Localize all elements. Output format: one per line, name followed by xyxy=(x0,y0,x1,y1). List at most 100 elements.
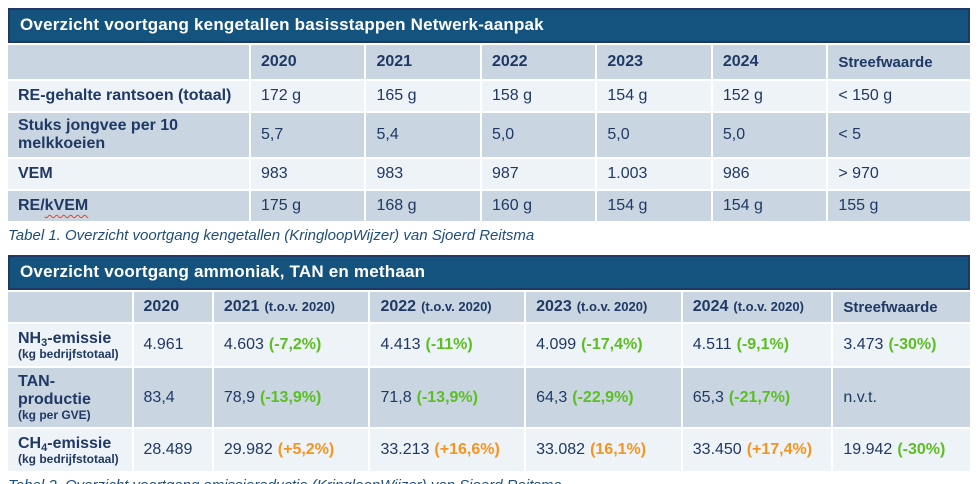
cell-value: 5,0 xyxy=(481,113,596,157)
table-row: RE/kVEM 175 g 168 g 160 g 154 g 154 g 15… xyxy=(8,191,970,221)
pct-change: (-13,9%) xyxy=(416,388,478,406)
pct-change: (-22,9%) xyxy=(572,388,634,406)
subscript: 3 xyxy=(41,336,48,349)
cell-target: > 970 xyxy=(828,159,970,189)
table2-header-empty xyxy=(8,292,132,322)
cell-value: 71,8 (-13,9%) xyxy=(370,368,525,427)
cell-value: 5,7 xyxy=(251,113,365,157)
pct-change: (-9,1%) xyxy=(736,336,790,353)
cell-value: 4.099 (-17,4%) xyxy=(526,324,681,366)
row-unit: (kg bedrijfstotaal) xyxy=(18,451,119,466)
row-label-re-gehalte: RE-gehalte rantsoen (totaal) xyxy=(8,81,249,111)
cell-value: 28.489 xyxy=(133,429,212,471)
pct-change: (+5,2%) xyxy=(277,441,335,458)
pct-change: (-11%) xyxy=(425,336,473,353)
pct-change: (+16,6%) xyxy=(434,441,500,458)
cell-value: 5,0 xyxy=(712,113,827,157)
cell-target: 155 g xyxy=(828,191,970,221)
cell-value: 4.413 (-11%) xyxy=(370,324,525,366)
table2-header-streefwaarde: Streefwaarde xyxy=(833,292,970,322)
pct-change: (-21,7%) xyxy=(728,388,791,406)
spellcheck-underline-text: kVEM xyxy=(44,197,89,214)
table1-header-row: 2020 2021 2022 2023 2024 Streefwaarde xyxy=(8,45,970,79)
row-label-vem: VEM xyxy=(8,159,249,189)
subscript: 4 xyxy=(41,441,48,454)
cell-value: 4.961 xyxy=(133,324,212,366)
cell-target: 19.942 (-30%) xyxy=(833,429,970,471)
cell-target: < 150 g xyxy=(828,81,970,111)
cell-value: 29.982 (+5,2%) xyxy=(213,429,369,471)
cell-value: 83,4 xyxy=(133,368,212,427)
cell-value: 5,0 xyxy=(597,113,711,157)
table1-title: Overzicht voortgang kengetallen basissta… xyxy=(8,8,970,43)
row-label-nh3-emissie: NH3-emissie (kg bedrijfstotaal) xyxy=(8,324,132,366)
row-label-stuks-jongvee: Stuks jongvee per 10 melkkoeien xyxy=(8,113,249,157)
pct-change: (-30%) xyxy=(888,336,937,353)
cell-target: 3.473 (-30%) xyxy=(833,324,970,366)
table2-header-2024: 2024 (t.o.v. 2020) xyxy=(682,292,832,322)
cell-value: 33.450 (+17,4%) xyxy=(682,429,832,471)
table1-header-2020: 2020 xyxy=(251,45,365,79)
row-unit: (kg per GVE) xyxy=(18,408,91,422)
row-label-re-kvem: RE/kVEM xyxy=(8,191,249,221)
pct-change: (16,1%) xyxy=(590,441,647,458)
cell-value: 1.003 xyxy=(597,159,711,189)
cell-value: 154 g xyxy=(597,191,711,221)
table-row: RE-gehalte rantsoen (totaal) 172 g 165 g… xyxy=(8,81,970,111)
table1: 2020 2021 2022 2023 2024 Streefwaarde RE… xyxy=(6,43,972,223)
row-label-tan-productie: TAN-productie (kg per GVE) xyxy=(8,368,132,427)
cell-value: 154 g xyxy=(597,81,711,111)
cell-value: 983 xyxy=(366,159,480,189)
cell-value: 165 g xyxy=(366,81,480,111)
table2: 2020 2021 (t.o.v. 2020) 2022 (t.o.v. 2020)… xyxy=(6,290,972,473)
cell-value: 168 g xyxy=(366,191,480,221)
cell-value: 33.213 (+16,6%) xyxy=(370,429,525,471)
table-row: Stuks jongvee per 10 melkkoeien 5,7 5,4 … xyxy=(8,113,970,157)
table1-header-2022: 2022 xyxy=(481,45,596,79)
pct-change: (+17,4%) xyxy=(746,441,813,458)
cell-value: 64,3 (-22,9%) xyxy=(526,368,681,427)
table1-header-2023: 2023 xyxy=(597,45,711,79)
table1-block: Overzicht voortgang kengetallen basissta… xyxy=(8,8,970,244)
cell-value: 65,3 (-21,7%) xyxy=(682,368,832,427)
cell-value: 158 g xyxy=(481,81,596,111)
table2-title: Overzicht voortgang ammoniak, TAN en met… xyxy=(8,255,970,290)
table-row: TAN-productie (kg per GVE) 83,4 78,9 (-13… xyxy=(8,368,970,427)
pct-change: (-7,2%) xyxy=(268,336,322,353)
cell-value: 78,9 (-13,9%) xyxy=(213,368,369,427)
cell-value: 160 g xyxy=(481,191,596,221)
cell-value: 983 xyxy=(251,159,365,189)
table1-header-streefwaarde: Streefwaarde xyxy=(828,45,970,79)
cell-value: 172 g xyxy=(251,81,365,111)
table2-header-2021: 2021 (t.o.v. 2020) xyxy=(213,292,369,322)
pct-change: (-17,4%) xyxy=(581,336,643,353)
cell-target: < 5 xyxy=(828,113,970,157)
table1-caption: Tabel 1. Overzicht voortgang kengetallen… xyxy=(8,227,535,244)
row-label-ch4-emissie: CH4-emissie (kg bedrijfstotaal) xyxy=(8,429,132,471)
pct-change: (-13,9%) xyxy=(259,388,322,406)
table-row: CH4-emissie (kg bedrijfstotaal) 28.489 2… xyxy=(8,429,970,471)
table2-header-2022: 2022 (t.o.v. 2020) xyxy=(370,292,525,322)
cell-value: 987 xyxy=(481,159,596,189)
cell-value: 154 g xyxy=(712,191,827,221)
cell-value: 4.511 (-9,1%) xyxy=(682,324,832,366)
table2-block: Overzicht voortgang ammoniak, TAN en met… xyxy=(8,255,970,484)
cell-value: 175 g xyxy=(251,191,365,221)
table1-header-empty xyxy=(8,45,249,79)
cell-value: 5,4 xyxy=(366,113,480,157)
row-unit: (kg bedrijfstotaal) xyxy=(18,346,119,361)
cell-target: n.v.t. xyxy=(833,368,970,427)
cell-value: 152 g xyxy=(712,81,827,111)
table-row: NH3-emissie (kg bedrijfstotaal) 4.961 4.… xyxy=(8,324,970,366)
table1-header-2024: 2024 xyxy=(712,45,827,79)
cell-value: 986 xyxy=(712,159,827,189)
pct-change: (-30%) xyxy=(897,441,946,458)
table1-header-2021: 2021 xyxy=(366,45,480,79)
table2-header-2020: 2020 xyxy=(133,292,212,322)
cell-value: 4.603 (-7,2%) xyxy=(213,324,369,366)
table2-header-row: 2020 2021 (t.o.v. 2020) 2022 (t.o.v. 2020)… xyxy=(8,292,970,322)
table2-caption: Tabel 2. Overzicht voortgang emissieredu… xyxy=(8,477,970,484)
cell-value: 33.082 (16,1%) xyxy=(526,429,681,471)
table2-header-2023: 2023 (t.o.v. 2020) xyxy=(526,292,681,322)
table-row: VEM 983 983 987 1.003 986 > 970 xyxy=(8,159,970,189)
